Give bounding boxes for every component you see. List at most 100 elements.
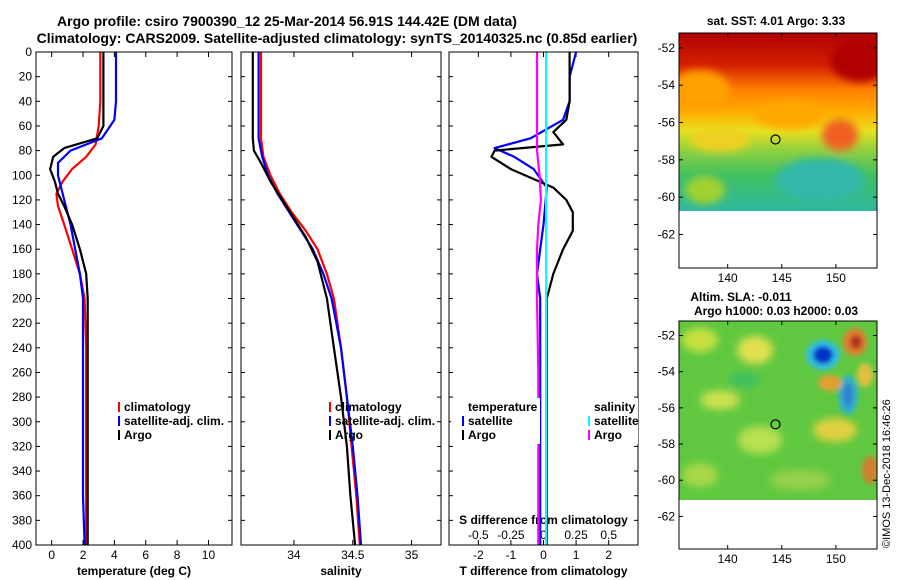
map-y-tick-label: -52	[658, 328, 676, 342]
salinity-panel: 34 34.5 35 salinity	[240, 51, 442, 578]
sst-yellow-patch	[690, 128, 750, 152]
x2-tick-label: 0.5	[600, 528, 617, 542]
x-tick-label: 2	[80, 548, 87, 562]
y-tick-label: 400	[12, 538, 32, 552]
series-line-satellite-adj-clim-	[56, 52, 118, 546]
legend-label: Argo	[468, 428, 496, 442]
plot-area	[241, 52, 441, 545]
legend-background	[451, 398, 540, 444]
map-y-tick-label: -60	[658, 190, 676, 204]
argo-position-marker	[770, 134, 781, 145]
plot-area	[36, 52, 232, 545]
legend-label: satellite-adj. clim.	[124, 414, 224, 428]
map-x-tick-label: 150	[826, 552, 846, 566]
sst-warm-patch	[822, 119, 858, 151]
x-tick-label: 34	[287, 548, 301, 562]
x-tick-label: 1	[573, 548, 580, 562]
legend-label: climatology	[124, 400, 191, 414]
credit-text: ©IMOS 13-Dec-2018 16:46:26	[881, 399, 893, 548]
x2-tick-label: -0.25	[497, 528, 525, 542]
sla-map	[678, 320, 878, 550]
y-tick-label: 120	[12, 193, 32, 207]
sla-low-core	[843, 383, 853, 407]
sla-green-patch	[729, 372, 761, 388]
x-tick-label: -2	[473, 548, 484, 562]
legend-swatch-t-satellite	[462, 416, 464, 426]
legend-swatch-argo	[118, 430, 120, 440]
legend-swatch-climatology	[118, 402, 120, 412]
y-tick-label: 0	[25, 45, 32, 59]
temperature-legend: climatology satellite-adj. clim. Argo	[118, 400, 224, 442]
sst-warm-patch	[679, 70, 730, 110]
x-tick-label: 35	[405, 548, 419, 562]
legend-label: Argo	[594, 428, 622, 442]
legend-background	[560, 398, 638, 444]
temperature-panel: 0204060801001201401601802002202402602803…	[12, 45, 233, 578]
legend-swatch-s-satellite	[588, 416, 590, 426]
x-tick-label: 8	[174, 548, 181, 562]
map-x-tick-label: 150	[826, 271, 846, 285]
sla-map-frame	[678, 320, 878, 550]
figure-title-line1: Argo profile: csiro 7900390_12 25-Mar-20…	[57, 13, 517, 29]
map-x-tick-label: 140	[718, 271, 738, 285]
legend-swatch-satellite	[118, 416, 120, 426]
legend-label: climatology	[335, 400, 402, 414]
sst-map-frame	[678, 32, 878, 269]
sla-yellow-patch	[682, 463, 718, 487]
y-tick-label: 300	[12, 415, 32, 429]
legend-title-salinity: salinity	[594, 400, 636, 414]
series-line-argo	[251, 52, 357, 546]
map-y-tick-label: -62	[658, 227, 676, 241]
x-tick-label: 6	[142, 548, 149, 562]
x-tick-label: 0	[540, 548, 547, 562]
map-y-tick-label: -58	[658, 153, 676, 167]
sst-map-title: sat. SST: 4.01 Argo: 3.33	[707, 14, 846, 28]
legend-swatch-argo	[329, 430, 331, 440]
legend-swatch-climatology	[329, 402, 331, 412]
y-tick-label: 380	[12, 513, 32, 527]
x-axis-label: salinity	[320, 564, 362, 578]
map-y-tick-label: -56	[658, 116, 676, 130]
sst-hot-patch	[830, 38, 877, 82]
y-tick-label: 20	[19, 70, 33, 84]
x-tick-label: -1	[506, 548, 517, 562]
legend-swatch-t-argo	[462, 430, 464, 440]
sla-map-title-line2: Argo h1000: 0.03 h2000: 0.03	[694, 304, 858, 318]
x-tick-label: 10	[202, 548, 216, 562]
y-tick-label: 200	[12, 292, 32, 306]
map-y-tick-label: -60	[658, 473, 676, 487]
x-tick-label: 4	[111, 548, 118, 562]
legend-label: satellite-adj. clim.	[335, 414, 435, 428]
y-tick-label: 40	[19, 94, 33, 108]
map-y-tick-label: -54	[658, 365, 676, 379]
plot-frame	[448, 51, 639, 546]
sla-low-eddy	[813, 346, 833, 364]
legend-label: Argo	[124, 428, 152, 442]
legend-title-temperature: temperature	[468, 400, 538, 414]
y-tick-label: 160	[12, 242, 32, 256]
y-tick-label: 240	[12, 341, 32, 355]
sla-map-title-line1: Altim. SLA: -0.011	[690, 290, 792, 304]
x-tick-label: 0	[48, 548, 55, 562]
x2-tick-label: -0.5	[468, 528, 489, 542]
y-tick-label: 140	[12, 218, 32, 232]
series-line-salinity-argo	[535, 52, 543, 545]
plot-frame	[35, 51, 233, 546]
map-y-tick-label: -56	[658, 401, 676, 415]
salinity-legend: climatology satellite-adj. clim. Argo	[329, 400, 435, 442]
map-y-tick-label: -58	[658, 437, 676, 451]
sla-high-core	[850, 335, 862, 349]
y-tick-label: 100	[12, 168, 32, 182]
sla-high-eddy	[818, 375, 842, 391]
sla-high-eddy	[862, 456, 877, 484]
sst-map-axes: -52 -54 -56 -58 -60 -62 140 145 150	[658, 33, 877, 285]
sla-yellow-patch	[813, 418, 857, 442]
series-line-argo	[48, 52, 105, 545]
y-tick-label: 60	[19, 119, 33, 133]
map-x-tick-label: 145	[772, 271, 792, 285]
y-tick-label: 360	[12, 489, 32, 503]
plot-area	[449, 52, 638, 545]
y-tick-label: 260	[12, 365, 32, 379]
y-tick-label: 340	[12, 464, 32, 478]
